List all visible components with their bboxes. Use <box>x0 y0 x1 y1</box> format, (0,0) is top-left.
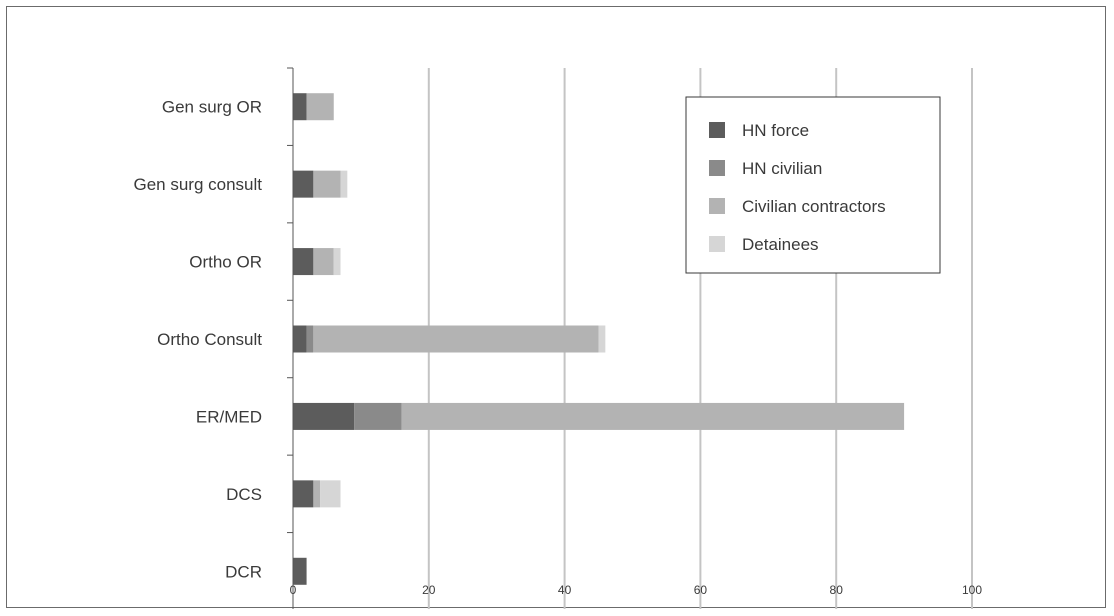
legend-swatch <box>709 160 725 176</box>
legend-label: HN civilian <box>742 159 822 178</box>
category-label: Gen surg OR <box>162 98 262 117</box>
category-label: DCR <box>225 562 262 581</box>
x-tick-labels: 0 20 40 60 80 100 <box>290 583 983 597</box>
legend-swatch <box>709 236 725 252</box>
legend-swatch <box>709 122 725 138</box>
bar-segment <box>293 93 307 121</box>
legend-box <box>685 96 941 274</box>
bar-segment <box>598 325 606 353</box>
category-label: ER/MED <box>196 407 262 426</box>
bar-segment <box>293 402 355 430</box>
legend: HN force HN civilian Civilian contractors D… <box>685 96 941 274</box>
x-tick-label: 40 <box>558 583 572 597</box>
bar-segment <box>340 170 348 198</box>
bar-segment <box>306 93 334 121</box>
x-tick-label: 80 <box>830 583 844 597</box>
x-tick-label: 20 <box>422 583 436 597</box>
bar-segment <box>313 325 599 353</box>
legend-label: HN force <box>742 121 809 140</box>
category-label: Gen surg consult <box>133 175 262 194</box>
bar-group <box>293 93 905 585</box>
legend-label: Civilian contractors <box>742 197 886 216</box>
bar-segment <box>313 480 321 508</box>
bar-segment <box>354 402 402 430</box>
stacked-bar-chart: Gen surg OR Gen surg consult Ortho OR Ortho… <box>133 67 983 609</box>
x-tick-label: 60 <box>694 583 708 597</box>
axes <box>287 67 294 609</box>
bar-segment <box>320 480 341 508</box>
bar-segment <box>293 170 314 198</box>
x-tick-label: 100 <box>962 583 982 597</box>
category-label: DCS <box>226 485 262 504</box>
legend-swatch <box>709 198 725 214</box>
bar-segment <box>333 248 341 276</box>
bar-segment <box>293 248 314 276</box>
category-labels: Gen surg OR Gen surg consult Ortho OR Ortho… <box>133 98 262 582</box>
bar-segment <box>293 557 307 585</box>
bar-segment <box>313 248 334 276</box>
category-label: Ortho Consult <box>157 330 262 349</box>
bar-segment <box>313 170 341 198</box>
bar-segment <box>293 480 314 508</box>
chart-frame: Gen surg OR Gen surg consult Ortho OR Ortho… <box>6 6 1106 609</box>
bar-segment <box>306 325 314 353</box>
category-label: Ortho OR <box>189 253 262 272</box>
x-tick-label: 0 <box>290 583 297 597</box>
bar-segment <box>293 325 307 353</box>
bar-segment <box>401 402 905 430</box>
legend-label: Detainees <box>742 235 819 254</box>
